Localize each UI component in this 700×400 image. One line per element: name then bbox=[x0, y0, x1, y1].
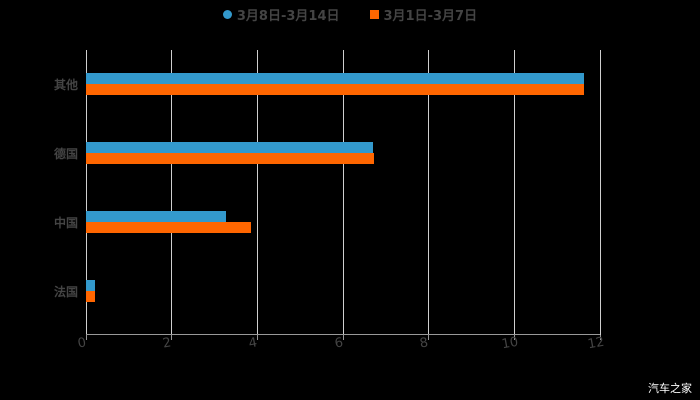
x-tick bbox=[171, 335, 172, 340]
x-tick-label: 8 bbox=[418, 335, 430, 352]
category-label: 法国 bbox=[53, 285, 78, 299]
legend-item-series-1[interactable]: 3月8日-3月14日 bbox=[222, 5, 340, 24]
legend-item-series-2[interactable]: 3月1日-3月7日 bbox=[369, 5, 478, 24]
gridline bbox=[600, 50, 601, 335]
legend-label: 3月8日-3月14日 bbox=[236, 8, 340, 24]
x-tick-label: 4 bbox=[247, 335, 259, 352]
gridline bbox=[428, 50, 429, 335]
bar[interactable] bbox=[86, 142, 373, 153]
x-tick-label: 12 bbox=[586, 334, 606, 353]
bar[interactable] bbox=[86, 73, 584, 84]
bar[interactable] bbox=[86, 84, 584, 95]
x-tick bbox=[514, 335, 515, 340]
chart-legend: 3月8日-3月14日 3月1日-3月7日 bbox=[0, 4, 700, 24]
x-tick bbox=[86, 335, 87, 340]
x-tick bbox=[257, 335, 258, 340]
x-tick-label: 2 bbox=[161, 335, 173, 352]
bar[interactable] bbox=[86, 291, 95, 302]
bar[interactable] bbox=[86, 280, 95, 291]
bar[interactable] bbox=[86, 211, 227, 222]
x-tick-label: 6 bbox=[333, 335, 345, 352]
gridline bbox=[171, 50, 172, 335]
gridline bbox=[343, 50, 344, 335]
watermark: 汽车之家 bbox=[648, 382, 692, 395]
x-tick-label: 0 bbox=[76, 335, 88, 352]
gridline bbox=[257, 50, 258, 335]
gridline bbox=[514, 50, 515, 335]
bar[interactable] bbox=[86, 222, 251, 233]
bar[interactable] bbox=[86, 153, 374, 164]
gridline bbox=[86, 50, 87, 335]
category-label: 其他 bbox=[53, 78, 78, 92]
x-tick bbox=[343, 335, 344, 340]
x-tick-label: 10 bbox=[500, 334, 520, 353]
legend-label: 3月1日-3月7日 bbox=[383, 8, 478, 24]
legend-square-icon bbox=[369, 9, 379, 19]
x-tick bbox=[600, 335, 601, 340]
category-label: 德国 bbox=[53, 147, 78, 161]
legend-circle-icon bbox=[222, 9, 232, 19]
category-label: 中国 bbox=[53, 216, 78, 230]
x-axis bbox=[86, 334, 600, 335]
x-tick bbox=[428, 335, 429, 340]
